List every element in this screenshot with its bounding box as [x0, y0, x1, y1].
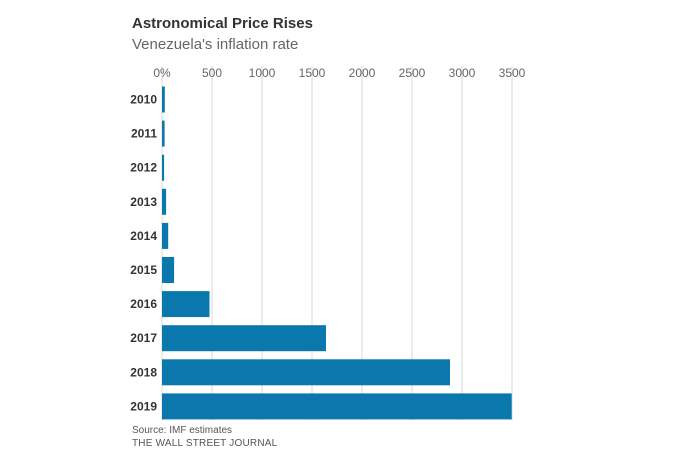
category-label-2012: 2012 — [130, 161, 157, 175]
publisher-credit: THE WALL STREET JOURNAL — [132, 438, 278, 449]
category-label-2018: 2018 — [130, 365, 157, 379]
x-axis-ticks: 0% 500 1000 1500 2000 2500 3000 3500 — [153, 66, 525, 80]
x-tick-label: 2500 — [399, 66, 426, 80]
bar-2015 — [162, 257, 175, 283]
bar-2018 — [162, 359, 450, 386]
bar-2013 — [162, 188, 167, 215]
chart-title: Astronomical Price Rises — [132, 15, 313, 32]
source-note: Source: IMF estimates — [132, 425, 233, 436]
bar-2016 — [162, 291, 210, 318]
category-label-2017: 2017 — [130, 331, 157, 345]
x-tick-label: 3500 — [499, 66, 526, 80]
category-label-2013: 2013 — [130, 195, 157, 209]
bar-2010 — [162, 86, 165, 113]
category-label-2019: 2019 — [130, 399, 157, 413]
x-tick-label: 1500 — [299, 66, 326, 80]
x-tick-label: 3000 — [449, 66, 476, 80]
x-tick-label: 0% — [153, 66, 171, 80]
x-tick-label: 1000 — [249, 66, 276, 80]
category-label-2015: 2015 — [130, 263, 157, 277]
bars — [162, 86, 512, 420]
x-tick-label: 2000 — [349, 66, 376, 80]
category-label-2014: 2014 — [130, 229, 157, 243]
bar-2017 — [162, 325, 326, 352]
category-label-2010: 2010 — [130, 93, 157, 107]
category-label-2016: 2016 — [130, 297, 157, 311]
y-axis-labels: 2010 2011 2012 2013 2014 2015 2016 2017 2018 2019 — [130, 93, 157, 414]
x-tick-label: 500 — [202, 66, 222, 80]
bar-2012 — [162, 154, 165, 181]
chart-subtitle: Venezuela's inflation rate — [132, 36, 299, 53]
bar-2019 — [162, 393, 512, 420]
bar-2011 — [162, 120, 165, 147]
category-label-2011: 2011 — [131, 127, 157, 141]
bar-2014 — [162, 222, 169, 249]
